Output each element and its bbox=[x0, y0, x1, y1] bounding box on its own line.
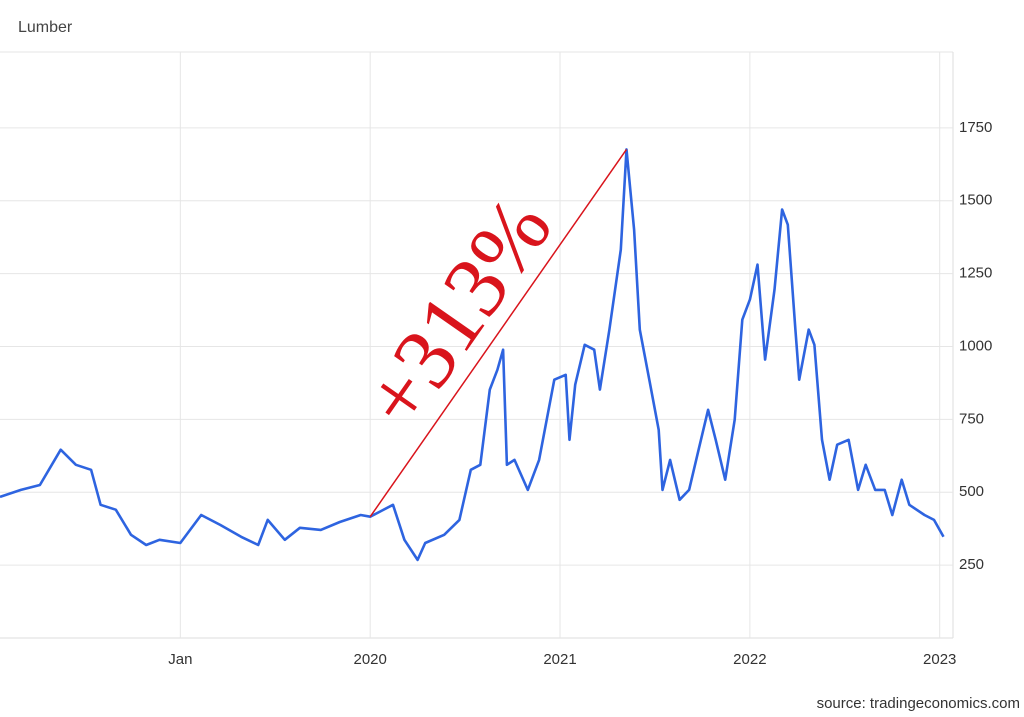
x-tick-label: Jan bbox=[168, 651, 192, 668]
y-tick-label: 1500 bbox=[959, 192, 992, 209]
y-tick-label: 1750 bbox=[959, 119, 992, 136]
y-tick-label: 500 bbox=[959, 483, 984, 500]
data-line bbox=[0, 148, 945, 562]
y-tick-label: 750 bbox=[959, 410, 984, 427]
y-tick-label: 250 bbox=[959, 556, 984, 573]
source-note: source: tradingeconomics.com bbox=[817, 695, 1020, 712]
x-tick-label: 2023 bbox=[923, 651, 956, 668]
annotation-text: +313% bbox=[345, 181, 570, 446]
annotation-line bbox=[369, 149, 628, 518]
x-tick-label: 2021 bbox=[543, 651, 576, 668]
x-tick-label: 2022 bbox=[733, 651, 766, 668]
x-tick-label: 2020 bbox=[354, 651, 387, 668]
y-tick-label: 1000 bbox=[959, 337, 992, 354]
chart-title: Lumber bbox=[18, 19, 73, 36]
y-tick-label: 1250 bbox=[959, 265, 992, 282]
